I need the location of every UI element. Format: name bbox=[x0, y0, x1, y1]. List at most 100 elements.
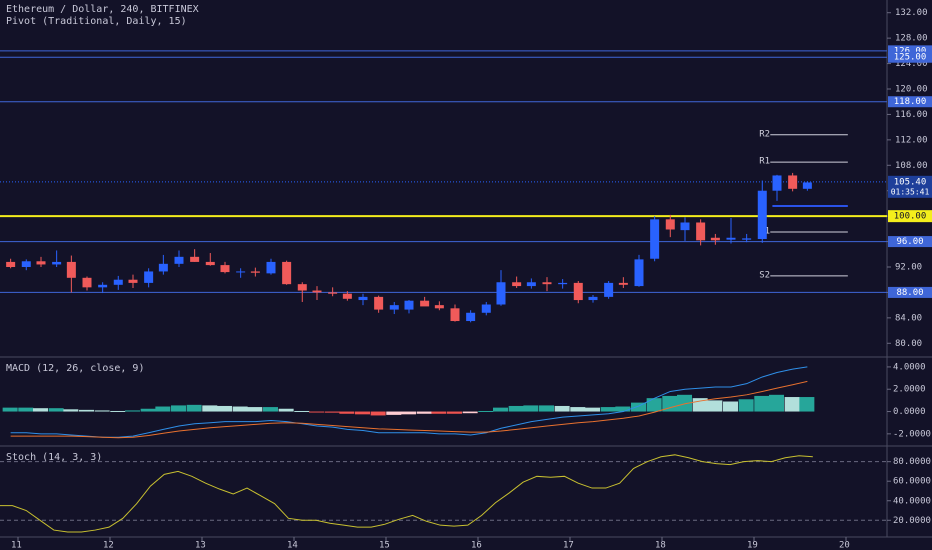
macd-legend: MACD (12, 26, close, 9) bbox=[6, 363, 145, 374]
macd-histogram-bar bbox=[554, 405, 570, 412]
macd-histogram-bar bbox=[155, 406, 171, 412]
pivot-label: S2 bbox=[759, 270, 770, 280]
highlight-level-tag-label: 100.00 bbox=[894, 212, 927, 222]
price-tick-label: 132.00 bbox=[895, 8, 928, 18]
macd-histogram-bar bbox=[738, 399, 754, 412]
macd-histogram-bar bbox=[355, 411, 370, 415]
candle-body bbox=[604, 282, 614, 297]
candle-body bbox=[297, 284, 307, 291]
candle-body bbox=[802, 182, 812, 189]
macd-histogram-bar bbox=[784, 397, 800, 412]
macd-histogram-bar bbox=[171, 405, 186, 412]
stoch-legend: Stoch (14, 3, 3) bbox=[6, 452, 103, 463]
price-tick-label: 120.00 bbox=[895, 85, 928, 95]
pivot-legend: Pivot (Traditional, Daily, 15) bbox=[6, 16, 187, 27]
time-tick-label: 11 bbox=[11, 541, 22, 550]
candle-body bbox=[757, 190, 767, 240]
macd-histogram-bar bbox=[401, 411, 416, 415]
price-tick-label: 128.00 bbox=[895, 34, 928, 44]
candle-body bbox=[82, 277, 92, 288]
candle-body bbox=[573, 282, 583, 301]
macd-tick-label: 0.0000 bbox=[893, 407, 926, 417]
macd-histogram-bar bbox=[523, 405, 539, 412]
candle-body bbox=[205, 261, 215, 266]
stoch-tick-label: 60.0000 bbox=[893, 477, 931, 487]
macd-histogram-bar bbox=[294, 410, 310, 412]
candle-body bbox=[128, 279, 138, 283]
candle-body bbox=[634, 259, 644, 287]
macd-histogram-bar bbox=[754, 395, 770, 412]
macd-histogram-bar bbox=[48, 408, 64, 412]
macd-histogram-bar bbox=[324, 411, 340, 413]
macd-histogram-bar bbox=[140, 408, 156, 412]
macd-histogram-bar bbox=[631, 402, 646, 412]
candle-body bbox=[466, 312, 476, 322]
time-tick-label: 18 bbox=[655, 541, 666, 550]
candle-body bbox=[282, 261, 292, 285]
current-price-tag bbox=[888, 175, 932, 198]
macd-histogram-bar bbox=[431, 411, 447, 414]
candle-body bbox=[21, 261, 31, 267]
candle-body bbox=[665, 219, 675, 230]
candle-body bbox=[710, 237, 720, 241]
level-tag-label: 118.00 bbox=[894, 97, 927, 107]
candle-body bbox=[481, 304, 491, 313]
macd-histogram-bar bbox=[33, 408, 48, 412]
candle-body bbox=[6, 261, 16, 267]
macd-histogram-bar bbox=[186, 404, 202, 412]
candle-body bbox=[680, 222, 690, 231]
macd-histogram-bar bbox=[646, 398, 662, 412]
macd-histogram-bar bbox=[79, 409, 94, 412]
candle-body bbox=[772, 175, 782, 191]
macd-histogram-bar bbox=[94, 410, 110, 412]
macd-histogram-bar bbox=[769, 394, 784, 412]
macd-histogram-bar bbox=[309, 411, 324, 413]
time-tick-label: 13 bbox=[195, 541, 206, 550]
candle-body bbox=[558, 282, 568, 285]
stoch-line bbox=[0, 454, 813, 533]
macd-tick-label: -2.0000 bbox=[893, 429, 931, 439]
candle-body bbox=[190, 256, 200, 262]
macd-histogram-bar bbox=[799, 397, 815, 412]
time-tick-label: 14 bbox=[287, 541, 298, 550]
candle-body bbox=[389, 305, 399, 310]
macd-histogram-bar bbox=[263, 407, 278, 412]
pivot-label: R1 bbox=[759, 157, 770, 167]
level-tag-label: 126.00 bbox=[894, 46, 927, 56]
macd-histogram-bar bbox=[462, 411, 478, 414]
time-tick-label: 15 bbox=[379, 541, 390, 550]
level-tag bbox=[888, 96, 932, 108]
macd-histogram-bar bbox=[2, 407, 18, 412]
candle-body bbox=[174, 256, 184, 264]
candle-body bbox=[312, 290, 322, 293]
candle-body bbox=[220, 265, 230, 273]
macd-histogram-bar bbox=[217, 405, 232, 412]
level-tag bbox=[888, 236, 932, 248]
price-tick-label: 108.00 bbox=[895, 161, 928, 171]
macd-histogram-bar bbox=[600, 407, 616, 412]
macd-histogram-bar bbox=[723, 401, 738, 412]
candle-body bbox=[726, 237, 736, 240]
candle-body bbox=[158, 263, 168, 272]
macd-histogram-bar bbox=[247, 407, 263, 412]
level-tag bbox=[888, 51, 932, 63]
candle-body bbox=[788, 175, 798, 189]
candle-body bbox=[98, 284, 108, 288]
macd-histogram-bar bbox=[615, 406, 631, 412]
stoch-tick-label: 40.0000 bbox=[893, 496, 931, 506]
time-tick-label: 20 bbox=[839, 541, 850, 550]
macd-histogram-bar bbox=[278, 408, 294, 412]
bar-countdown: 01:35:41 bbox=[891, 187, 930, 196]
level-tag-label: 125.00 bbox=[894, 53, 927, 63]
macd-histogram-bar bbox=[110, 410, 126, 412]
candle-body bbox=[236, 271, 246, 273]
candle-body bbox=[113, 279, 123, 285]
level-tag-label: 88.00 bbox=[896, 288, 923, 298]
time-tick-label: 17 bbox=[563, 541, 574, 550]
pivot-label: R2 bbox=[759, 129, 770, 139]
symbol-legend: Ethereum / Dollar, 240, BITFINEX bbox=[6, 4, 199, 15]
candle-body bbox=[450, 308, 460, 322]
candle-body bbox=[696, 222, 706, 241]
candle-body bbox=[404, 300, 414, 310]
